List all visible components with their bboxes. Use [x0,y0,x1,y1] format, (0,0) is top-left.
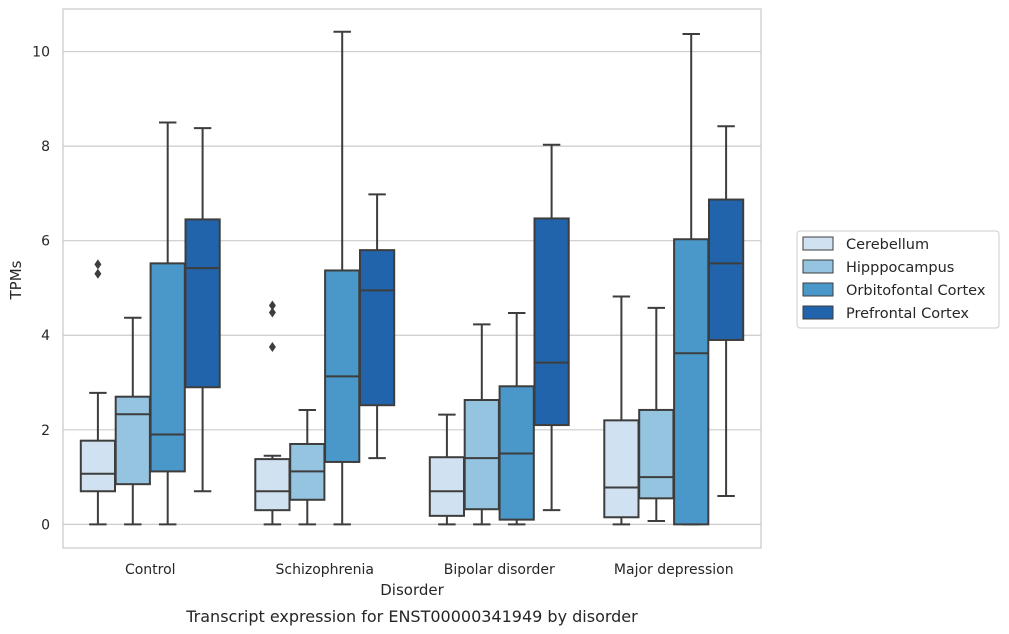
y-axis-ticks: 0 2 4 6 8 10 [32,45,50,534]
box-body [358,249,396,407]
y-tick-label-8: 8 [41,139,50,155]
box-body [603,419,640,519]
legend-swatch-2 [802,282,834,297]
box-body [707,198,745,341]
outlier-point [268,300,276,311]
legend-label-0: Cerebellum [846,237,929,253]
box-body [428,456,466,517]
plot-area-frame [62,8,762,549]
box-body [114,395,151,486]
box-body [184,218,221,389]
box-body [149,262,186,473]
outlier-point [268,307,276,318]
outlier-point [94,268,102,279]
box-body [533,217,570,427]
x-tick-label-0: Control [125,562,176,578]
legend-swatch-3 [802,305,834,320]
y-tick-label-10: 10 [32,45,50,61]
box-body [254,458,291,512]
box-body [673,238,710,526]
box-1-1 [289,408,326,526]
box-body [638,408,675,500]
y-tick-label-6: 6 [41,234,50,250]
legend-swatch-0 [802,236,834,251]
legend-frame [796,230,1000,329]
boxes [79,30,745,526]
box-0-2 [149,121,186,526]
outlier-point [94,259,102,270]
box-body [79,439,117,493]
box-3-2 [673,33,710,526]
box-2-2 [498,312,535,526]
box-2-3 [533,143,570,512]
box-1-0 [254,300,291,526]
x-axis-ticks: Control Schizophrenia Bipolar disorder Majo… [125,562,734,578]
box-2-0 [428,413,466,526]
y-tick-label-4: 4 [41,328,50,344]
box-0-0 [79,259,117,526]
chart-caption: Transcript expression for ENST0000034194… [185,607,638,626]
box-1-2 [324,30,361,526]
box-3-1 [638,306,675,523]
legend-label-2: Orbitofontal Cortex [846,283,986,299]
box-body [463,399,500,511]
box-2-1 [463,323,500,526]
box-body [324,269,361,463]
box-3-3 [707,125,745,497]
legend-swatch-1 [802,259,834,274]
legend-label-1: Hipppocampus [846,260,954,276]
y-tick-label-0: 0 [41,517,50,533]
legend-label-3: Prefrontal Cortex [846,306,969,322]
x-axis-label: Disorder [380,581,444,599]
outlier-point [268,342,276,353]
box-0-1 [114,316,151,526]
box-0-3 [184,127,221,493]
x-tick-label-1: Schizophrenia [276,562,374,578]
x-tick-label-3: Major depression [614,562,734,578]
box-3-0 [603,295,640,526]
y-tick-label-2: 2 [41,423,50,439]
x-tick-label-2: Bipolar disorder [444,562,555,578]
box-1-3 [358,193,396,460]
y-axis-label: TPMs [7,260,25,300]
legend: Cerebellum Hipppocampus Orbitofontal Corte… [796,230,1000,329]
